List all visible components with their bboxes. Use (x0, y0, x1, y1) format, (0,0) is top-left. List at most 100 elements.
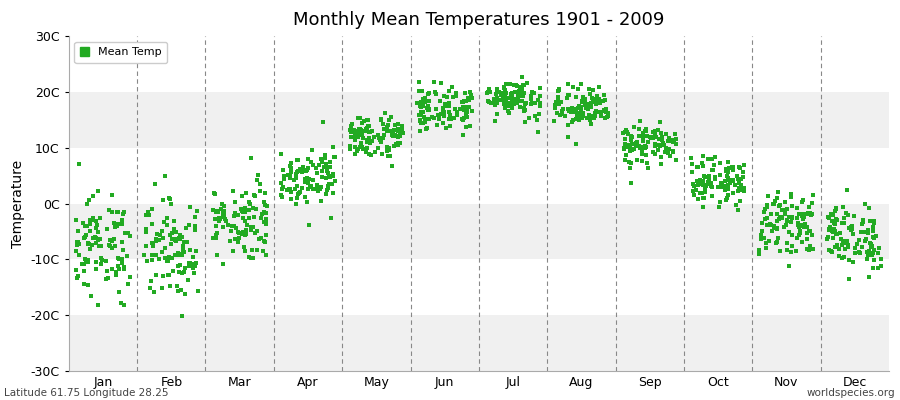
Point (343, 127, 357, 133)
Point (718, 178, 733, 184)
Point (143, 285, 157, 292)
Point (462, 97, 476, 103)
Point (185, 261, 200, 268)
Point (461, 95, 475, 101)
Point (378, 110, 392, 116)
Point (494, 91, 508, 98)
Point (532, 84, 546, 91)
Point (830, 231, 844, 237)
Point (247, 214, 261, 220)
Point (525, 100, 539, 106)
Point (367, 134, 382, 140)
Point (94, 255, 109, 261)
Point (176, 247, 190, 253)
Point (825, 226, 840, 233)
Point (853, 250, 868, 256)
Point (76, 267, 91, 274)
Point (156, 273, 170, 280)
Point (792, 224, 806, 230)
Point (868, 220, 882, 226)
Point (868, 233, 883, 239)
Point (361, 129, 375, 135)
Point (69, 275, 84, 282)
Point (714, 180, 728, 186)
Point (328, 178, 342, 184)
Point (439, 103, 454, 109)
Point (706, 156, 720, 162)
Point (355, 127, 369, 133)
Point (666, 139, 680, 145)
Point (313, 185, 328, 192)
Point (111, 263, 125, 270)
Point (735, 173, 750, 180)
Point (152, 256, 166, 262)
Point (648, 133, 662, 140)
Point (210, 229, 224, 236)
Point (561, 122, 575, 128)
Point (256, 219, 271, 225)
Point (656, 139, 670, 146)
Point (784, 249, 798, 255)
Point (280, 187, 294, 193)
Point (322, 173, 337, 180)
Point (99, 276, 113, 282)
Point (656, 141, 670, 148)
Point (425, 114, 439, 120)
Point (800, 235, 814, 242)
Point (784, 190, 798, 197)
Point (648, 143, 662, 149)
Point (634, 158, 649, 164)
Point (697, 195, 711, 201)
Point (68, 267, 83, 273)
Point (325, 181, 339, 187)
Point (391, 140, 405, 146)
Point (309, 165, 323, 171)
Point (648, 132, 662, 138)
Point (647, 128, 662, 134)
Point (705, 166, 719, 173)
Point (659, 130, 673, 137)
Point (718, 196, 733, 203)
Point (150, 231, 165, 237)
Point (90, 302, 104, 308)
Point (93, 215, 107, 222)
Point (684, 155, 698, 161)
Point (778, 207, 792, 213)
Point (518, 107, 532, 113)
Point (351, 114, 365, 121)
Point (106, 220, 121, 226)
Point (713, 160, 727, 166)
Point (824, 211, 839, 217)
Point (155, 248, 169, 255)
Point (209, 222, 223, 229)
Point (861, 274, 876, 280)
Point (392, 140, 406, 146)
Bar (68, 92, 889, 148)
Point (551, 97, 565, 103)
Point (726, 190, 741, 196)
Point (419, 105, 434, 111)
Point (464, 95, 479, 101)
Point (706, 184, 720, 190)
Point (314, 159, 328, 166)
Point (685, 161, 699, 167)
Point (785, 243, 799, 249)
Point (298, 178, 312, 185)
Point (797, 214, 812, 220)
Point (112, 265, 126, 272)
Point (217, 207, 231, 214)
Point (686, 181, 700, 188)
Point (587, 115, 601, 121)
Point (554, 112, 568, 118)
Point (375, 135, 390, 141)
Point (256, 208, 271, 215)
Point (775, 215, 789, 221)
Point (290, 157, 304, 164)
Point (798, 221, 813, 228)
Point (666, 137, 680, 143)
Point (698, 182, 712, 188)
Point (238, 205, 253, 211)
Point (156, 235, 170, 241)
Point (645, 134, 660, 140)
Point (768, 198, 782, 204)
